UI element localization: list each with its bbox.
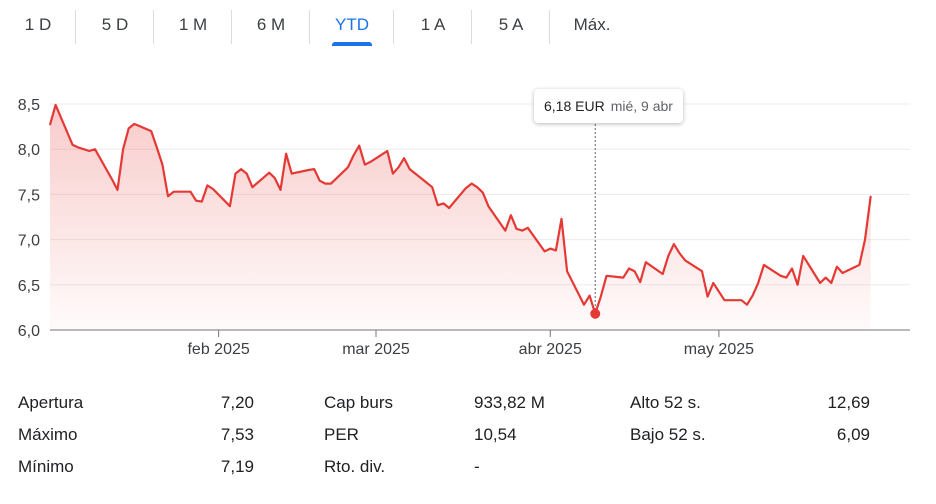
tab-1d[interactable]: 1 D — [24, 15, 52, 34]
stat-value-high: 7,53 — [220, 425, 254, 444]
tab-1m[interactable]: 1 M — [178, 15, 208, 34]
tab-divider — [231, 10, 232, 44]
tab-5a[interactable]: 5 A — [498, 15, 524, 34]
tab-divider — [75, 10, 76, 44]
stat-value-52w-high: 12,69 — [827, 393, 870, 412]
tab-1a[interactable]: 1 A — [420, 15, 446, 34]
hover-tooltip: 6,18 EUR mié, 9 abr — [534, 89, 683, 123]
stat-label-open: Apertura — [18, 393, 84, 412]
y-tick-label: 8,5 — [18, 97, 40, 114]
tab-divider — [393, 10, 394, 44]
range-tabs: 1 D 5 D 1 M 6 M YTD 1 A 5 A Máx. — [0, 0, 936, 52]
tooltip-date: mié, 9 abr — [610, 98, 673, 114]
stat-label-market-cap: Cap burs — [324, 393, 393, 412]
y-tick-label: 6,5 — [18, 278, 40, 295]
tooltip-price: 6,18 EUR — [544, 98, 605, 114]
stat-value-pe: 10,54 — [474, 425, 517, 444]
stat-value-market-cap: 933,82 M — [474, 393, 545, 412]
y-axis: 6,0 6,5 7,0 7,5 8,0 8,5 — [18, 97, 40, 340]
stat-value-52w-low: 6,09 — [836, 425, 870, 444]
highlight-point — [590, 308, 601, 319]
tab-ytd-label: YTD — [335, 15, 369, 34]
stat-label-pe: PER — [324, 425, 359, 444]
tab-divider — [471, 10, 472, 44]
tab-6m[interactable]: 6 M — [256, 15, 286, 34]
stat-label-dividend: Rto. div. — [324, 457, 386, 476]
y-tick-label: 8,0 — [18, 142, 40, 159]
stat-label-52w-low: Bajo 52 s. — [630, 425, 706, 444]
price-line — [48, 103, 872, 315]
price-area — [50, 104, 871, 331]
stat-value-low: 7,19 — [220, 457, 254, 476]
y-tick-label: 7,5 — [18, 187, 40, 204]
x-axis: feb 2025 mar 2025 abr 2025 may 2025 — [187, 330, 754, 358]
tab-max[interactable]: Máx. — [573, 15, 611, 34]
y-tick-label: 7,0 — [18, 233, 40, 250]
x-tick-label: mar 2025 — [342, 341, 410, 358]
tab-divider — [549, 10, 550, 44]
tab-ytd[interactable]: YTD — [314, 8, 390, 46]
y-tick-label: 6,0 — [18, 323, 40, 340]
price-chart[interactable]: 6,0 6,5 7,0 7,5 8,0 8,5 feb 2025 mar 2025 abr 2… — [0, 60, 936, 370]
stat-value-open: 7,20 — [220, 393, 254, 412]
x-tick-label: may 2025 — [684, 341, 754, 358]
x-tick-label: feb 2025 — [187, 341, 249, 358]
key-stats: Apertura 7,20 Máximo 7,53 Mínimo 7,19 Ca… — [0, 388, 936, 498]
stat-value-dividend: - — [474, 457, 480, 476]
x-tick-label: abr 2025 — [519, 341, 582, 358]
stat-label-high: Máximo — [18, 425, 78, 444]
stat-label-52w-high: Alto 52 s. — [630, 393, 701, 412]
active-tab-indicator — [332, 42, 372, 46]
tab-5d[interactable]: 5 D — [101, 15, 129, 34]
stat-label-low: Mínimo — [18, 457, 74, 476]
tab-divider — [153, 10, 154, 44]
tab-divider — [309, 10, 310, 44]
